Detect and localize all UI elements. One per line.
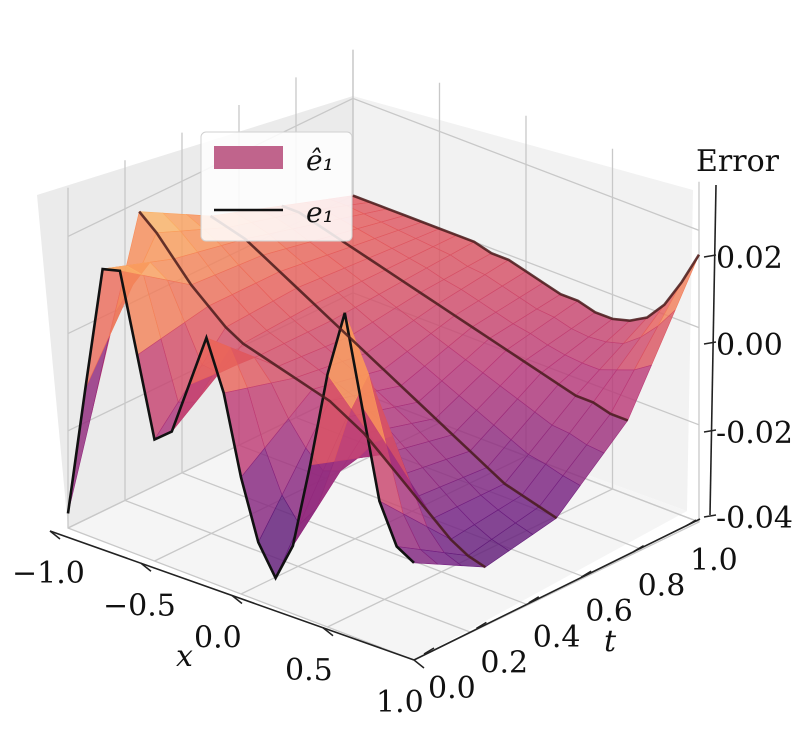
t-tick-label-0: 0.0: [428, 671, 476, 706]
t-tick-4: [633, 544, 644, 553]
t-tick-label-5: 1.0: [690, 543, 738, 578]
legend-swatch-e1-hat: [214, 146, 283, 169]
y-axis-title: t: [604, 624, 617, 659]
x-tick-4: [413, 659, 425, 669]
x-tick-label-1: −0.5: [103, 588, 176, 623]
legend-label-e1-hat: ê₁: [306, 144, 334, 177]
t-tick-3: [580, 570, 592, 578]
x-tick-label-3: 0.5: [285, 653, 333, 688]
z-tick-label-1: 0.00: [716, 328, 783, 363]
z-axis-line: [709, 184, 717, 516]
t-tick-label-2: 0.4: [533, 620, 581, 655]
x-axis-title: x: [176, 639, 193, 674]
legend: ê₁ e₁: [200, 131, 353, 242]
z-tick-label-0: 0.02: [716, 241, 783, 276]
z-tick-0: [703, 254, 717, 258]
x-tick-label-2: 0.0: [194, 621, 242, 656]
z-tick-label-3: -0.04: [716, 501, 792, 536]
grid-t-0: [67, 187, 415, 661]
t-tick-label-3: 0.6: [585, 594, 633, 629]
t-tick-1: [476, 621, 487, 630]
e1-curve-t-0: [66, 267, 415, 581]
e1-curve-t-0.5: [209, 214, 558, 520]
t-tick-0: [423, 647, 435, 655]
t-tick-5: [685, 519, 697, 527]
tick-marks: [49, 254, 717, 669]
x-tick-label-4: 1.0: [376, 685, 424, 720]
x-tick-3: [322, 627, 334, 637]
z-axis-title: Error: [696, 144, 780, 179]
t-tick-2: [528, 596, 540, 604]
z-tick-3: [703, 514, 717, 518]
x-tick-2: [231, 594, 243, 605]
e1-curves: [66, 194, 701, 581]
t-tick-label-4: 0.8: [638, 569, 686, 604]
x-tick-0: [49, 530, 61, 540]
x-tick-1: [140, 562, 152, 572]
legend-label-e1: e₁: [306, 196, 334, 229]
t-tick-label-1: 0.2: [480, 645, 528, 680]
z-tick-1: [703, 341, 717, 345]
x-tick-label-0: −1.0: [12, 556, 85, 591]
e1-curve-t-1: [352, 194, 701, 322]
z-tick-label-2: -0.02: [716, 416, 792, 451]
z-tick-2: [703, 429, 717, 433]
e1-curve-t-0.25: [138, 210, 486, 569]
tick-labels: −1.0−0.50.00.51.0 0.00.20.40.60.81.00.020…: [12, 241, 792, 720]
y-axis-line: [413, 518, 701, 661]
